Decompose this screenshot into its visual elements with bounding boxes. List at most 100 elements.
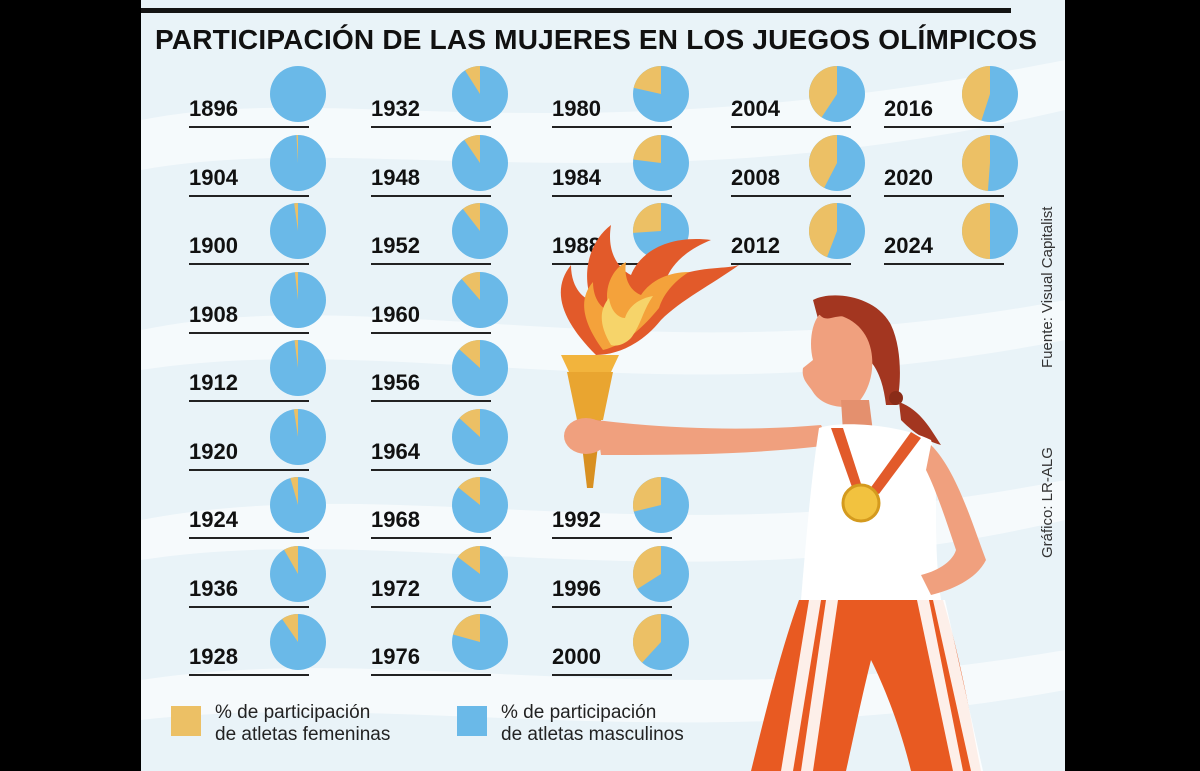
pie-item-1932: 1932 [371,58,541,128]
pie-chart-1904 [270,134,326,191]
pie-year-label: 1908 [189,301,238,327]
year-underline [189,126,309,128]
pie-chart-1948 [452,134,508,191]
pie-slice-women [462,203,480,231]
pie-year-label: 1896 [189,96,238,121]
pie-chart-1924 [270,477,326,533]
pie-year-label: 1964 [371,438,420,464]
pie-chart-2024 [962,203,1018,259]
pie-chart-1956 [452,340,508,396]
pie-item-1996: 1996 [552,538,722,608]
pie-slice-women [459,408,480,437]
pie-slice-women [458,477,480,505]
pie-slice-women [294,203,298,231]
pie-year-label: 2020 [884,164,933,190]
pie-year-label: 1920 [189,438,238,464]
year-underline [884,194,1004,197]
pie-slice-women [459,340,480,368]
pie-year-label: 1976 [371,644,420,669]
pie-slice-women [290,477,298,505]
year-underline [552,537,672,539]
pie-slice-women [464,134,480,163]
year-underline [189,674,309,676]
pie-item-1960: 1960 [371,264,541,334]
pie-year-label: 1952 [371,233,420,258]
pie-year-label: 2004 [731,96,780,121]
pie-chart-1976 [452,614,508,670]
legend-label-women: % de participación de atletas femeninas [215,702,391,745]
year-underline [189,468,309,471]
pie-chart-1968 [452,477,508,533]
year-underline [552,194,672,197]
pie-slice-women [453,614,480,642]
pie-slice-women [809,66,837,118]
pie-item-2016: 2016 [884,58,1054,128]
pie-chart-1972 [452,545,508,602]
pie-item-2004: 2004 [731,58,901,128]
pie-year-label: 2012 [731,233,780,258]
pie-slice-women [457,545,480,574]
pie-year-label: 1912 [189,370,238,395]
pie-item-1920: 1920 [189,401,359,471]
pie-slice-women [962,66,990,121]
year-underline [371,674,491,676]
year-underline [371,194,491,197]
pie-year-label: 1948 [371,164,420,190]
pie-chart-1960 [452,271,508,328]
top-rule [141,8,1011,13]
pie-year-label: 2016 [884,96,933,121]
pie-item-1928: 1928 [189,606,359,676]
year-underline [371,400,491,402]
pie-year-label: 2000 [552,644,601,669]
year-underline [189,400,309,402]
pie-chart-2016 [962,66,1018,122]
year-underline [371,468,491,471]
source-label: Fuente: Visual Capitalist [1039,206,1056,368]
year-underline [731,126,851,128]
year-underline [884,126,1004,128]
year-underline [731,194,851,197]
pie-slice-women [294,340,298,368]
year-underline [189,331,309,334]
pie-year-label: 1928 [189,644,238,669]
pie-slice-women [633,477,661,512]
pie-chart-2008 [809,134,865,191]
pie-chart-2020 [962,134,1018,191]
pie-year-label: 1984 [552,164,601,190]
legend-swatch-women [171,706,201,736]
pie-item-1900: 1900 [189,195,359,265]
pie-chart-1936 [270,545,326,602]
pie-slice-women [461,271,480,300]
pie-year-label: 1960 [371,301,420,327]
pie-slice-women [465,66,480,94]
legend-label-men: % de participación de atletas masculinos [501,702,684,745]
pie-chart-1984 [633,134,689,191]
pie-year-label: 1900 [189,233,238,258]
pie-item-1908: 1908 [189,264,359,334]
hand [564,418,608,454]
pie-year-label: 1936 [189,575,238,601]
pie-slice-women [809,203,837,258]
pie-slice-men [270,66,326,122]
pie-item-1948: 1948 [371,127,541,197]
year-underline [189,537,309,539]
pie-year-label: 1996 [552,575,601,601]
pie-slice-women [293,408,298,437]
year-underline [189,194,309,197]
year-underline [371,331,491,334]
year-underline [552,605,672,608]
pie-item-1984: 1984 [552,127,722,197]
year-underline [552,126,672,128]
ponytail [899,402,941,445]
pie-chart-1932 [452,66,508,122]
pie-chart-1952 [452,203,508,259]
year-underline [371,263,491,265]
pie-chart-1912 [270,340,326,396]
pie-item-1912: 1912 [189,332,359,402]
year-underline [189,605,309,608]
pie-slice-women [633,614,661,663]
year-underline [371,126,491,128]
pie-year-label: 1992 [552,507,601,532]
pie-item-1952: 1952 [371,195,541,265]
year-underline [371,537,491,539]
